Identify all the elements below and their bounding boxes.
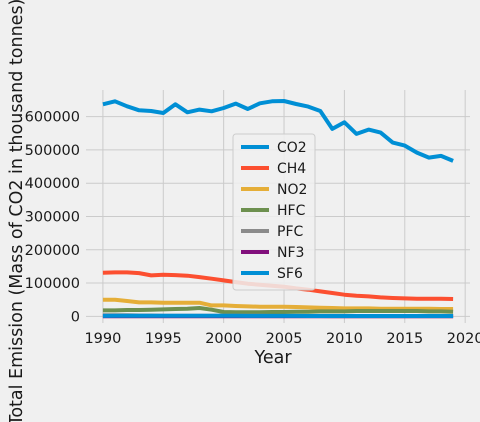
x-tick-label: 2010 <box>326 331 363 347</box>
x-tick-label: 2005 <box>266 331 303 347</box>
y-tick-label: 400000 <box>25 176 80 192</box>
x-tick-label: 2000 <box>205 331 242 347</box>
legend-label-sf6: SF6 <box>277 266 303 282</box>
x-tick-label: 1990 <box>84 331 121 347</box>
legend-label-no2: NO2 <box>277 182 307 198</box>
y-axis-label: Total Emission (Mass of CO2 in thousand … <box>7 0 27 422</box>
y-tick-label: 600000 <box>25 110 80 126</box>
legend-label-hfc: HFC <box>277 203 306 219</box>
x-axis-label: Year <box>253 348 292 368</box>
x-tick-label: 1995 <box>145 331 182 347</box>
x-tick-label: 2020 <box>447 331 480 347</box>
y-tick-label: 300000 <box>25 209 80 225</box>
x-tick-labels: 1990 1995 2000 2005 2010 2015 2020 <box>84 331 480 347</box>
x-tick-label: 2015 <box>386 331 423 347</box>
legend: CO2 CH4 NO2 HFC PFC NF3 SF6 <box>233 134 315 290</box>
y-tick-label: 100000 <box>25 276 80 292</box>
legend-label-pfc: PFC <box>277 224 303 240</box>
legend-label-co2: CO2 <box>277 140 307 156</box>
legend-label-nf3: NF3 <box>277 245 304 261</box>
y-tick-labels: 0 100000 200000 300000 400000 500000 600000 <box>25 110 80 326</box>
legend-label-ch4: CH4 <box>277 161 306 177</box>
y-tick-label: 200000 <box>25 243 80 259</box>
y-tick-label: 500000 <box>25 143 80 159</box>
y-tick-label: 0 <box>71 309 80 325</box>
